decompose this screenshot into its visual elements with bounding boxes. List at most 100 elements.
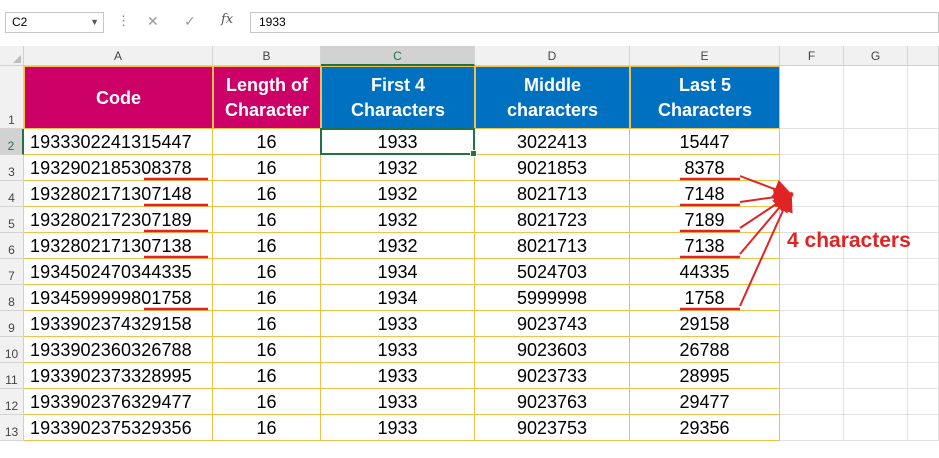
column-header-g[interactable]: G [844, 46, 908, 66]
cell-b13[interactable]: 16 [213, 415, 321, 441]
header-cell-b[interactable]: Length of Character [213, 66, 321, 129]
cell-c6[interactable]: 1932 [321, 233, 475, 259]
empty-cell[interactable] [844, 363, 908, 389]
cell-c11[interactable]: 1933 [321, 363, 475, 389]
empty-cell[interactable] [780, 181, 844, 207]
column-header-b[interactable]: B [213, 46, 321, 66]
header-cell-a[interactable]: Code [24, 66, 213, 129]
row-header-3[interactable]: 3 [0, 155, 24, 181]
cell-b3[interactable]: 16 [213, 155, 321, 181]
column-header-a[interactable]: A [24, 46, 213, 66]
cell-d10[interactable]: 9023603 [475, 337, 630, 363]
empty-cell[interactable] [780, 311, 844, 337]
cell-e4[interactable]: 7148 [630, 181, 780, 207]
header-cell-e[interactable]: Last 5 Characters [630, 66, 780, 129]
cell-e8[interactable]: 1758 [630, 285, 780, 311]
empty-cell[interactable] [844, 415, 908, 441]
cancel-icon[interactable]: ✕ [147, 13, 159, 29]
cell-c4[interactable]: 1932 [321, 181, 475, 207]
cell-e3[interactable]: 8378 [630, 155, 780, 181]
cell-b4[interactable]: 16 [213, 181, 321, 207]
cell-e5[interactable]: 7189 [630, 207, 780, 233]
cell-a4[interactable]: 1932802171307148 [24, 181, 213, 207]
cell-d11[interactable]: 9023733 [475, 363, 630, 389]
empty-cell[interactable] [844, 285, 908, 311]
empty-cell[interactable] [844, 207, 908, 233]
cell-d5[interactable]: 8021723 [475, 207, 630, 233]
empty-cell[interactable] [780, 285, 844, 311]
cell-a12[interactable]: 1933902376329477 [24, 389, 213, 415]
cell-d8[interactable]: 5999998 [475, 285, 630, 311]
row-header-5[interactable]: 5 [0, 207, 24, 233]
cell-c9[interactable]: 1933 [321, 311, 475, 337]
row-header-4[interactable]: 4 [0, 181, 24, 207]
empty-cell[interactable] [908, 207, 939, 233]
cell-c8[interactable]: 1934 [321, 285, 475, 311]
cell-c5[interactable]: 1932 [321, 207, 475, 233]
empty-cell[interactable] [908, 285, 939, 311]
header-cell-c[interactable]: First 4 Characters [321, 66, 475, 129]
cell-c3[interactable]: 1932 [321, 155, 475, 181]
cell-a5[interactable]: 1932802172307189 [24, 207, 213, 233]
cell-c2[interactable]: 1933 [321, 129, 475, 155]
cell-b11[interactable]: 16 [213, 363, 321, 389]
row-header-9[interactable]: 9 [0, 311, 24, 337]
cell-d13[interactable]: 9023753 [475, 415, 630, 441]
more-options-icon[interactable]: ⋮ [117, 13, 130, 28]
empty-cell[interactable] [908, 259, 939, 285]
empty-cell[interactable] [908, 363, 939, 389]
cell-b12[interactable]: 16 [213, 389, 321, 415]
cell-e7[interactable]: 44335 [630, 259, 780, 285]
select-all-button[interactable] [0, 46, 24, 66]
cell-d9[interactable]: 9023743 [475, 311, 630, 337]
row-header-6[interactable]: 6 [0, 233, 24, 259]
cell-a9[interactable]: 1933902374329158 [24, 311, 213, 337]
name-box[interactable]: C2 ▼ [5, 12, 104, 33]
empty-cell[interactable] [780, 363, 844, 389]
cell-b8[interactable]: 16 [213, 285, 321, 311]
empty-cell[interactable] [908, 389, 939, 415]
cell-d3[interactable]: 9021853 [475, 155, 630, 181]
row-header-12[interactable]: 12 [0, 389, 24, 415]
enter-icon[interactable]: ✓ [184, 13, 196, 29]
chevron-down-icon[interactable]: ▼ [90, 17, 99, 27]
formula-input[interactable]: 1933 [250, 12, 939, 33]
empty-cell[interactable] [908, 311, 939, 337]
cell-d6[interactable]: 8021713 [475, 233, 630, 259]
cell-b9[interactable]: 16 [213, 311, 321, 337]
row-header-11[interactable]: 11 [0, 363, 24, 389]
cell-a13[interactable]: 1933902375329356 [24, 415, 213, 441]
row-header-1[interactable]: 1 [0, 66, 24, 129]
empty-cell[interactable] [908, 155, 939, 181]
cell-c13[interactable]: 1933 [321, 415, 475, 441]
cell-a11[interactable]: 1933902373328995 [24, 363, 213, 389]
empty-cell[interactable] [908, 233, 939, 259]
empty-cell[interactable] [780, 207, 844, 233]
cell-a2[interactable]: 1933302241315447 [24, 129, 213, 155]
empty-cell[interactable] [780, 66, 844, 129]
cell-d4[interactable]: 8021713 [475, 181, 630, 207]
row-header-2[interactable]: 2 [0, 129, 24, 155]
cell-d7[interactable]: 5024703 [475, 259, 630, 285]
cell-d12[interactable]: 9023763 [475, 389, 630, 415]
empty-cell[interactable] [844, 233, 908, 259]
cell-e13[interactable]: 29356 [630, 415, 780, 441]
cell-a8[interactable]: 1934599999801758 [24, 285, 213, 311]
empty-cell[interactable] [780, 415, 844, 441]
cell-e6[interactable]: 7138 [630, 233, 780, 259]
cell-b5[interactable]: 16 [213, 207, 321, 233]
cell-a3[interactable]: 1932902185308378 [24, 155, 213, 181]
cell-c12[interactable]: 1933 [321, 389, 475, 415]
column-header-d[interactable]: D [475, 46, 630, 66]
empty-cell[interactable] [780, 129, 844, 155]
row-header-7[interactable]: 7 [0, 259, 24, 285]
cell-c10[interactable]: 1933 [321, 337, 475, 363]
empty-cell[interactable] [780, 155, 844, 181]
cell-b2[interactable]: 16 [213, 129, 321, 155]
cell-e2[interactable]: 15447 [630, 129, 780, 155]
cell-e10[interactable]: 26788 [630, 337, 780, 363]
empty-cell[interactable] [780, 337, 844, 363]
empty-cell[interactable] [844, 337, 908, 363]
empty-cell[interactable] [780, 389, 844, 415]
cell-e11[interactable]: 28995 [630, 363, 780, 389]
